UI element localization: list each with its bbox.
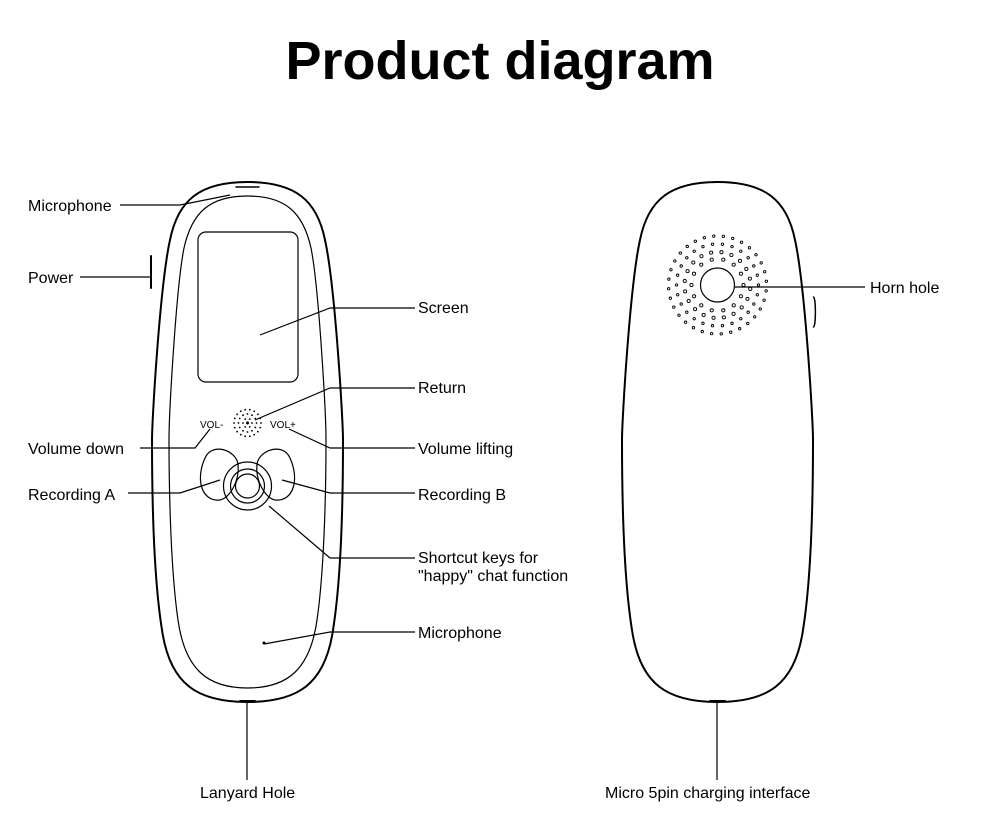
callout-front-microphone_bottom: Microphone [418, 625, 502, 643]
callout-front-return: Return [418, 380, 466, 398]
vol-plus-label: VOL+ [270, 420, 296, 431]
callout-front-volume_down: Volume down [28, 441, 124, 459]
callout-front-screen: Screen [418, 300, 469, 318]
callout-front-microphone_top: Microphone [28, 198, 112, 216]
front-device-diagram [140, 180, 355, 710]
back-device-diagram [610, 180, 825, 710]
callout-front-recording_a: Recording A [28, 487, 115, 505]
callout-back-micro5pin: Micro 5pin charging interface [605, 785, 810, 803]
vol-minus-label: VOL- [200, 420, 223, 431]
callout-front-power: Power [28, 270, 73, 288]
callout-front-volume_lifting: Volume lifting [418, 441, 513, 459]
callout-front-recording_b: Recording B [418, 487, 506, 505]
page-title: Product diagram [0, 30, 1000, 92]
callout-front-shortcut: Shortcut keys for "happy" chat function [418, 550, 568, 586]
callout-front-lanyard: Lanyard Hole [200, 785, 295, 803]
callout-back-horn_hole: Horn hole [870, 280, 939, 298]
